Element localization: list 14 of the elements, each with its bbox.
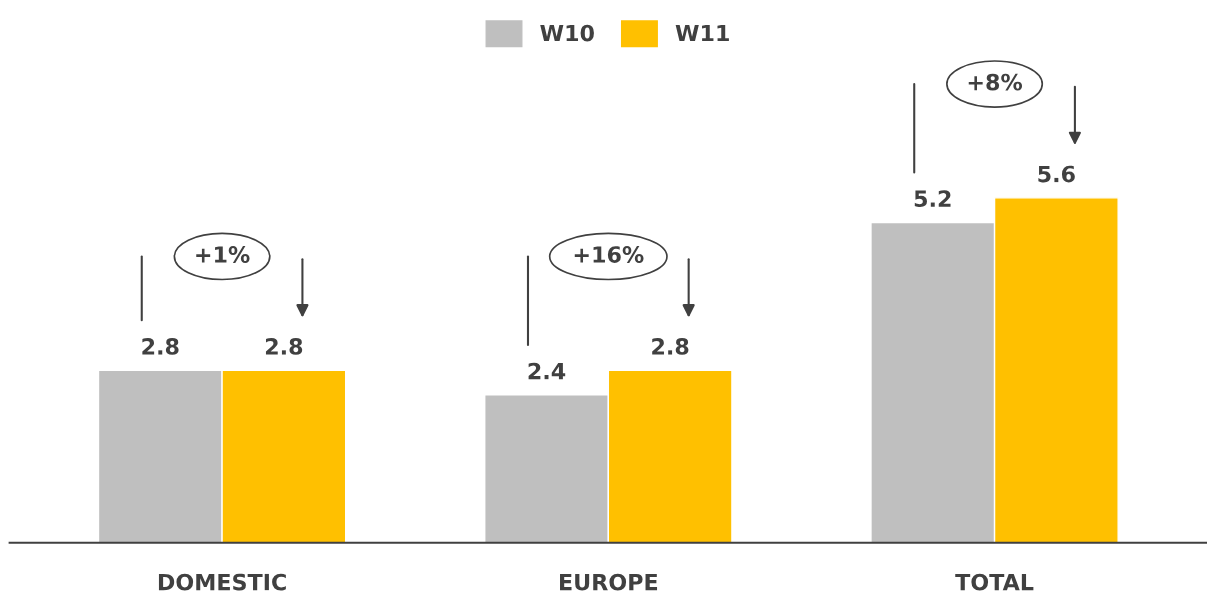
annotation: +16% xyxy=(574,246,644,263)
data-label: 5.2 xyxy=(914,190,951,208)
x-tick-label: EUROPE xyxy=(560,573,658,591)
x-tick-label: DOMESTIC xyxy=(158,573,286,591)
data-label: 2.8 xyxy=(652,338,689,355)
data-label: 5.6 xyxy=(1038,165,1075,183)
text: +8% xyxy=(968,73,1023,91)
x-tick-label: TOTAL xyxy=(955,573,1034,591)
legend-label: W11 xyxy=(675,24,729,42)
legend-label: W10 xyxy=(540,24,594,42)
data-label: 2.4 xyxy=(528,362,566,380)
data-label: 2.8 xyxy=(265,338,303,355)
data-label: 2.8 xyxy=(142,338,179,355)
annotation: +1% xyxy=(196,246,250,263)
